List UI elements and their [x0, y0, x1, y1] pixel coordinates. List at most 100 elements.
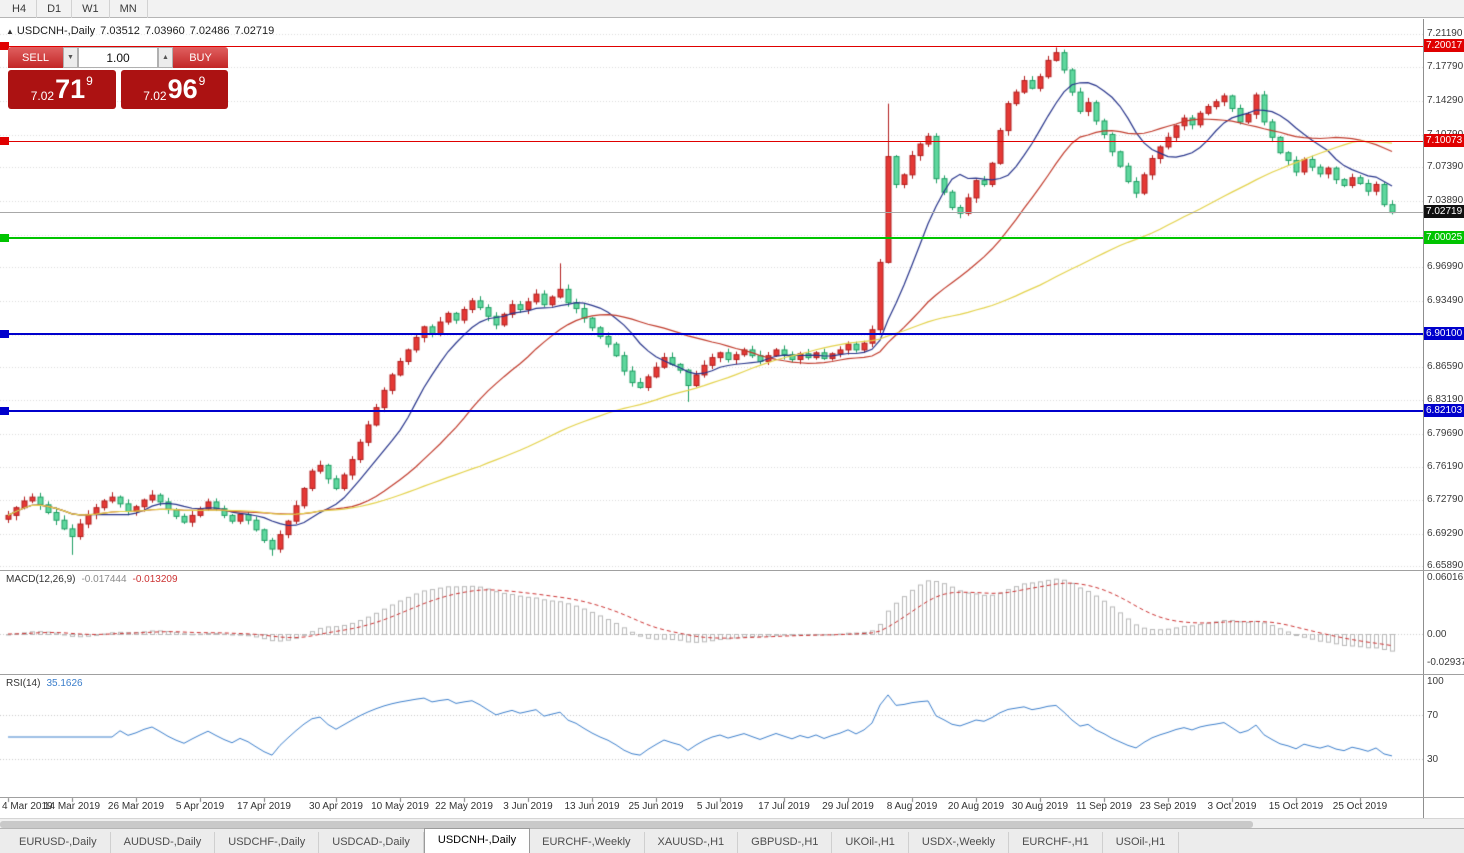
rsi-axis-label: 70: [1427, 709, 1439, 721]
macd-axis-label: -0.029378: [1427, 656, 1464, 668]
price-axis-label: 6.83190: [1427, 394, 1464, 406]
timeframe-h4[interactable]: H4: [2, 0, 38, 18]
date-axis-label: 11 Sep 2019: [1076, 801, 1132, 812]
date-axis-label: 30 Apr 2019: [309, 801, 363, 812]
price-line-7.10073[interactable]: [0, 141, 1423, 142]
volume-input[interactable]: 1.00: [78, 47, 158, 68]
horizontal-scrollbar[interactable]: [0, 818, 1464, 828]
macd-indicator-label: MACD(12,26,9) -0.017444 -0.013209: [6, 574, 184, 585]
price-line-anchor: [0, 234, 9, 242]
chart-tab-usoil-h1[interactable]: USOil-,H1: [1103, 832, 1180, 853]
price-axis-label: 6.86590: [1427, 361, 1464, 373]
date-axis-label: 13 Jun 2019: [564, 801, 620, 812]
chart-window: 7.211907.177907.142907.107907.073907.038…: [0, 19, 1464, 818]
date-axis-label: 23 Sep 2019: [1139, 801, 1197, 812]
ohlc-close: 7.02719: [234, 25, 275, 37]
current-price-line: [0, 212, 1423, 213]
buy-price-button[interactable]: 7.02 96 9: [120, 70, 228, 109]
date-axis-label: 17 Jul 2019: [758, 801, 810, 812]
sell-price-pips: 71: [55, 74, 86, 104]
sell-price-button[interactable]: 7.02 71 9: [8, 70, 116, 109]
timeframe-w1[interactable]: W1: [72, 0, 110, 18]
date-axis-label: 15 Oct 2019: [1268, 801, 1324, 812]
one-click-top-row: SELL ▼ 1.00 ▲ BUY: [8, 47, 228, 68]
chart-tab-usdx-weekly[interactable]: USDX-,Weekly: [909, 832, 1010, 853]
macd-name: MACD(12,26,9): [6, 574, 76, 585]
chart-tab-usdcnh-daily[interactable]: USDCNH-,Daily: [423, 828, 531, 853]
date-axis-label: 14 Mar 2019: [43, 801, 101, 812]
buy-button[interactable]: BUY: [173, 47, 228, 68]
macd-main-value: -0.017444: [81, 574, 127, 585]
sell-price-figure: 7.02: [30, 89, 55, 103]
price-line-label: 7.20017: [1424, 39, 1464, 52]
chart-tab-eurchf-weekly[interactable]: EURCHF-,Weekly: [529, 832, 645, 853]
time-axis-border: [0, 797, 1464, 798]
timeframe-mn[interactable]: MN: [110, 0, 148, 18]
date-axis-label: 25 Jun 2019: [628, 801, 684, 812]
price-axis-label: 6.96990: [1427, 261, 1464, 273]
pane-separator[interactable]: [0, 674, 1464, 675]
ohlc-open: 7.03512: [100, 25, 140, 37]
price-axis-label: 6.65890: [1427, 560, 1464, 572]
date-axis-label: 5 Apr 2019: [175, 801, 225, 812]
scrollbar-thumb[interactable]: [0, 821, 1253, 828]
price-line-6.82103[interactable]: [0, 410, 1423, 412]
price-axis-label: 6.69290: [1427, 527, 1464, 539]
price-line-label: 7.10073: [1424, 134, 1464, 147]
pane-separator[interactable]: [0, 570, 1464, 571]
price-axis-label: 6.72790: [1427, 494, 1464, 506]
chart-tab-usdcad-daily[interactable]: USDCAD-,Daily: [319, 832, 424, 853]
sell-button[interactable]: SELL: [8, 47, 63, 68]
price-axis-label: 6.93490: [1427, 294, 1464, 306]
one-click-trading-panel: SELL ▼ 1.00 ▲ BUY 7.02 71 9 7.02 96 9: [8, 47, 228, 109]
price-line-anchor: [0, 330, 9, 338]
timeframe-d1[interactable]: D1: [37, 0, 73, 18]
price-line-7.20017[interactable]: [0, 46, 1423, 47]
chart-tab-gbpusd-h1[interactable]: GBPUSD-,H1: [738, 832, 833, 853]
collapse-arrow-icon[interactable]: ▲: [6, 27, 14, 36]
chart-tab-ukoil-h1[interactable]: UKOil-,H1: [832, 832, 909, 853]
price-line-7.00025[interactable]: [0, 237, 1423, 239]
macd-signal-value: -0.013209: [132, 574, 178, 585]
date-axis-label: 3 Jun 2019: [503, 801, 553, 812]
chart-symbol-title: USDCNH-,Daily: [16, 25, 96, 37]
date-axis-label: 8 Aug 2019: [886, 801, 938, 812]
date-axis-label: 29 Jul 2019: [822, 801, 874, 812]
chart-tab-eurusd-daily[interactable]: EURUSD-,Daily: [6, 832, 111, 853]
volume-increase-button[interactable]: ▲: [158, 47, 173, 68]
ohlc-low: 7.02486: [189, 25, 230, 37]
buy-price-figure: 7.02: [143, 89, 167, 103]
timeframe-bar: H4 D1 W1 MN: [0, 0, 1464, 18]
buy-price-pips: 96: [167, 74, 198, 104]
date-axis-label: 25 Oct 2019: [1332, 801, 1388, 812]
rsi-indicator-label: RSI(14) 35.1626: [6, 678, 89, 689]
price-axis-label: 6.76190: [1427, 461, 1464, 473]
date-axis-label: 17 Apr 2019: [237, 801, 291, 812]
volume-decrease-button[interactable]: ▼: [63, 47, 78, 68]
rsi-axis-label: 100: [1427, 676, 1444, 687]
chart-tab-audusd-daily[interactable]: AUDUSD-,Daily: [111, 832, 216, 853]
axis-border: [1423, 19, 1424, 818]
macd-axis-label: 0.00: [1427, 629, 1447, 640]
price-line-label: 6.82103: [1424, 404, 1464, 417]
price-line-anchor: [0, 407, 9, 415]
macd-axis-label: 0.060161: [1427, 572, 1464, 584]
chart-tab-usdchf-daily[interactable]: USDCHF-,Daily: [215, 832, 320, 853]
price-line-label: 7.00025: [1424, 231, 1464, 244]
date-axis-label: 22 May 2019: [435, 801, 493, 812]
date-axis-label: 26 Mar 2019: [107, 801, 165, 812]
chart-tab-eurchf-h1[interactable]: EURCHF-,H1: [1009, 832, 1103, 853]
date-axis-label: 3 Oct 2019: [1207, 801, 1257, 812]
date-axis-label: 4 Mar 2019: [2, 801, 53, 812]
chart-tab-bar: EURUSD-,Daily AUDUSD-,Daily USDCHF-,Daily U…: [0, 828, 1464, 853]
date-axis-label: 30 Aug 2019: [1011, 801, 1069, 812]
date-axis-label: 5 Jul 2019: [696, 801, 744, 812]
price-axis-label: 7.17790: [1427, 61, 1464, 73]
chart-canvas[interactable]: [0, 19, 1464, 818]
sell-price-pipette: 9: [86, 74, 93, 88]
price-axis-label: 7.03890: [1427, 194, 1464, 206]
chart-tab-xauusd-h1[interactable]: XAUUSD-,H1: [645, 832, 739, 853]
price-line-anchor: [0, 137, 9, 145]
price-line-6.90100[interactable]: [0, 333, 1423, 335]
